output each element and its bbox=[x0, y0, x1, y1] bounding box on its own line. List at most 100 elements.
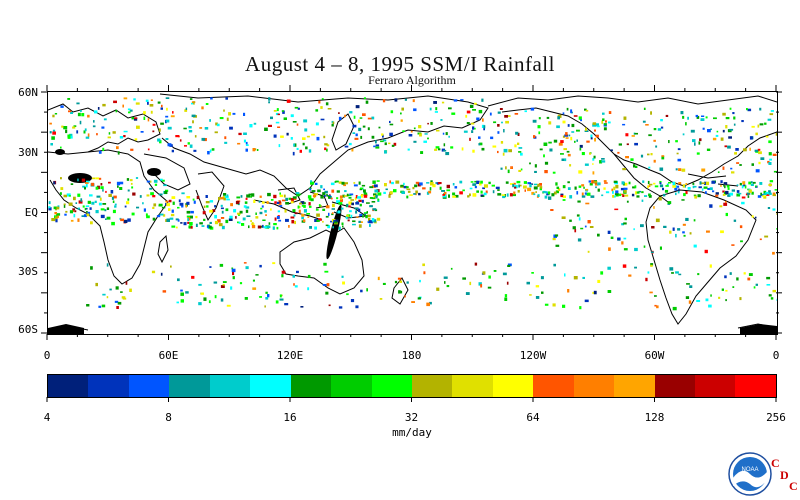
rain-pixel bbox=[694, 142, 696, 146]
rain-pixel bbox=[63, 204, 66, 208]
rain-pixel bbox=[550, 209, 554, 211]
rain-pixel bbox=[380, 140, 384, 143]
rain-pixel bbox=[507, 264, 511, 267]
rain-pixel bbox=[517, 190, 520, 193]
rain-pixel bbox=[689, 232, 692, 235]
rain-pixel bbox=[355, 305, 359, 309]
color-swatch bbox=[250, 375, 291, 397]
rain-pixel bbox=[591, 180, 595, 184]
rain-pixel bbox=[275, 112, 279, 116]
rain-pixel bbox=[311, 133, 315, 136]
rain-pixel bbox=[507, 263, 512, 267]
rain-pixel bbox=[273, 194, 277, 199]
rain-pixel bbox=[489, 112, 492, 116]
rain-pixel bbox=[367, 117, 372, 120]
rain-pixel bbox=[281, 199, 286, 202]
rain-pixel bbox=[701, 182, 705, 185]
rain-pixel bbox=[355, 195, 358, 199]
rain-pixel bbox=[290, 137, 293, 140]
rain-pixel bbox=[108, 193, 112, 197]
rain-pixel bbox=[544, 170, 548, 174]
rain-pixel bbox=[577, 238, 582, 242]
rain-pixel bbox=[574, 140, 576, 143]
rain-pixel bbox=[346, 214, 349, 217]
rain-pixel bbox=[103, 118, 107, 121]
rain-pixel bbox=[278, 219, 282, 222]
rain-pixel bbox=[725, 125, 728, 129]
rain-pixel bbox=[514, 144, 517, 148]
rain-pixel bbox=[102, 293, 106, 296]
rain-pixel bbox=[476, 180, 480, 184]
rain-pixel bbox=[167, 143, 172, 147]
rain-pixel bbox=[597, 188, 600, 192]
rain-pixel bbox=[158, 203, 163, 207]
rain-pixel bbox=[770, 110, 774, 112]
rain-pixel bbox=[620, 187, 625, 191]
rain-pixel bbox=[181, 192, 185, 195]
rain-pixel bbox=[288, 225, 290, 228]
rain-pixel bbox=[578, 116, 582, 120]
rain-pixel bbox=[661, 156, 665, 160]
rain-pixel bbox=[120, 291, 123, 293]
rain-pixel bbox=[708, 304, 712, 308]
rain-pixel bbox=[354, 137, 359, 140]
rain-pixel bbox=[86, 207, 88, 210]
rain-pixel bbox=[593, 155, 596, 159]
rain-pixel bbox=[193, 149, 197, 152]
rain-pixel bbox=[622, 194, 625, 197]
rain-pixel bbox=[248, 193, 253, 196]
rain-pixel bbox=[772, 192, 776, 196]
rain-pixel bbox=[589, 226, 594, 228]
rain-pixel bbox=[112, 200, 115, 203]
rain-pixel bbox=[166, 107, 168, 111]
rain-pixel bbox=[368, 217, 371, 222]
rain-pixel bbox=[548, 121, 552, 125]
rain-pixel bbox=[725, 212, 728, 217]
rain-pixel bbox=[296, 193, 301, 197]
rain-pixel bbox=[64, 213, 67, 216]
rain-pixel bbox=[641, 191, 644, 194]
rain-pixel bbox=[400, 184, 404, 187]
rain-pixel bbox=[410, 130, 413, 133]
rain-pixel bbox=[685, 217, 689, 221]
rain-pixel bbox=[353, 184, 358, 187]
rain-pixel bbox=[184, 145, 187, 147]
rain-pixel bbox=[180, 289, 183, 292]
rain-pixel bbox=[290, 216, 295, 219]
rain-pixel bbox=[568, 134, 571, 137]
rain-pixel bbox=[597, 182, 601, 186]
rain-pixel bbox=[452, 183, 455, 186]
rain-pixel bbox=[49, 131, 52, 134]
rain-pixel bbox=[603, 180, 607, 183]
rain-pixel bbox=[659, 184, 664, 188]
rain-pixel bbox=[689, 285, 693, 288]
rain-pixel bbox=[68, 202, 73, 206]
rain-pixel bbox=[152, 123, 156, 126]
rain-pixel bbox=[549, 148, 553, 152]
rain-pixel bbox=[728, 136, 732, 139]
rain-pixel bbox=[590, 134, 593, 138]
rain-pixel bbox=[436, 287, 440, 291]
rain-pixel bbox=[95, 177, 99, 180]
rain-pixel bbox=[595, 186, 597, 189]
rain-pixel bbox=[209, 266, 212, 268]
rain-pixel bbox=[404, 98, 407, 101]
rain-pixel bbox=[191, 114, 196, 118]
rain-pixel bbox=[508, 149, 512, 153]
rain-pixel bbox=[533, 186, 538, 190]
rain-pixel bbox=[318, 204, 321, 207]
rain-pixel bbox=[333, 219, 337, 223]
rain-pixel bbox=[180, 222, 183, 224]
rain-pixel bbox=[237, 212, 241, 215]
rain-pixel bbox=[775, 132, 777, 136]
rain-pixel bbox=[584, 299, 589, 303]
rain-pixel bbox=[229, 126, 233, 130]
rain-pixel bbox=[548, 196, 552, 200]
rain-pixel bbox=[330, 182, 335, 186]
rain-pixel bbox=[623, 182, 628, 186]
rain-pixel bbox=[361, 194, 364, 196]
coastline-arabia bbox=[143, 153, 191, 191]
rain-pixel bbox=[716, 130, 719, 133]
rain-pixel bbox=[472, 193, 477, 197]
rain-pixel bbox=[544, 303, 549, 306]
